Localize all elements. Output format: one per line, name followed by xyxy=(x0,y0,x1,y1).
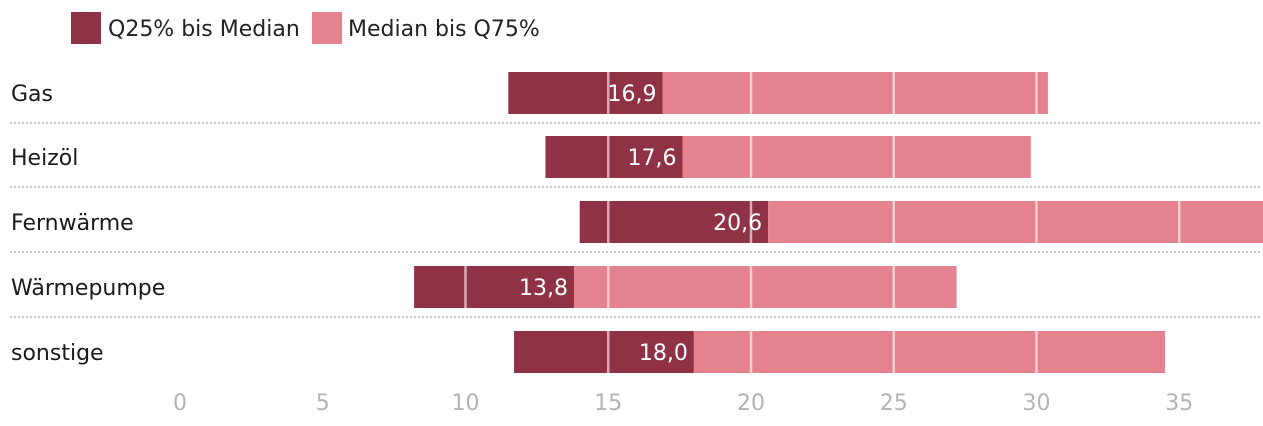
bar-q25-median xyxy=(545,136,683,178)
median-value-label: 18,0 xyxy=(639,341,688,366)
bar-median-q75 xyxy=(693,331,1165,373)
median-value-label: 13,8 xyxy=(519,276,568,301)
legend-label-median-q75: Median bis Q75% xyxy=(348,17,540,42)
legend: Q25% bis Median Median bis Q75% xyxy=(71,12,540,44)
category-row: sonstige 18,0 xyxy=(11,331,1165,373)
median-value-label: 17,6 xyxy=(627,146,676,171)
category-label: Wärmepumpe xyxy=(11,276,165,301)
x-tick-label: 35 xyxy=(1165,391,1193,416)
legend-label-q25-median: Q25% bis Median xyxy=(108,17,300,42)
category-label: Gas xyxy=(11,82,53,107)
legend-swatch-q25-median xyxy=(71,12,101,44)
legend-swatch-median-q75 xyxy=(312,12,342,44)
bar-q25-median xyxy=(508,72,663,114)
bar-median-q75 xyxy=(768,201,1263,243)
median-value-label: 20,6 xyxy=(713,211,762,236)
x-tick-label: 0 xyxy=(173,391,187,416)
category-row: Heizöl 17,6 xyxy=(11,136,1031,178)
bar-q25-median xyxy=(514,331,694,373)
bar-median-q75 xyxy=(682,136,1031,178)
bar-median-q75 xyxy=(662,72,1048,114)
bar-q25-median xyxy=(414,266,574,308)
bar-q25-median xyxy=(579,201,769,243)
category-row: Fernwärme 20,6 xyxy=(11,201,1263,243)
median-value-label: 16,9 xyxy=(608,82,657,107)
category-row: Wärmepumpe 13,8 xyxy=(11,266,957,308)
x-tick-label: 10 xyxy=(452,391,480,416)
category-label: Heizöl xyxy=(11,146,78,171)
category-label: Fernwärme xyxy=(11,211,134,236)
x-tick-label: 15 xyxy=(594,391,622,416)
x-tick-label: 20 xyxy=(737,391,765,416)
x-tick-label: 25 xyxy=(880,391,908,416)
bar-median-q75 xyxy=(573,266,957,308)
x-tick-label: 5 xyxy=(316,391,330,416)
chart-rows: Gas 16,9 Heizöl 17,6 Fernwärme 20,6 Wärmepumpe… xyxy=(10,72,1263,373)
category-row: Gas 16,9 xyxy=(11,72,1048,114)
category-label: sonstige xyxy=(11,341,104,366)
x-tick-label: 30 xyxy=(1023,391,1051,416)
x-axis: 0 5 10 15 20 25 30 35 xyxy=(173,391,1193,416)
